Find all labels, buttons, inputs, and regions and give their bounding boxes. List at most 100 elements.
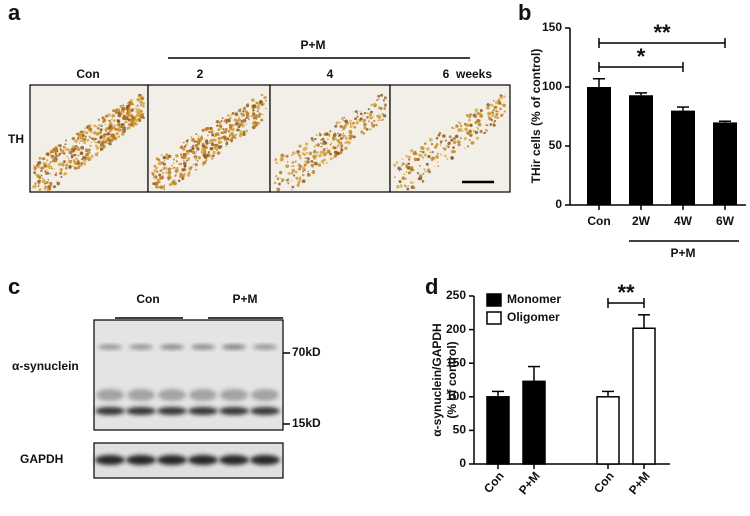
cell-dot	[240, 132, 244, 137]
cell-dot	[274, 159, 277, 162]
cell-dot	[492, 109, 495, 112]
cell-dot	[238, 118, 240, 120]
cell-dot	[468, 139, 471, 141]
cell-dot	[94, 141, 97, 144]
cell-dot	[227, 129, 231, 133]
cell-dot	[290, 165, 292, 167]
cell-dot	[84, 127, 86, 130]
cell-dot	[279, 158, 283, 162]
cell-dot	[258, 107, 261, 110]
cell-dot	[187, 157, 191, 160]
cell-dot	[426, 147, 430, 151]
cell-dot	[43, 164, 48, 168]
cell-dot	[225, 137, 230, 141]
cell-dot	[155, 182, 159, 186]
cell-dot	[159, 185, 164, 190]
cell-dot	[68, 158, 70, 160]
cell-dot	[191, 146, 195, 150]
cell-dot	[340, 144, 343, 147]
bar	[486, 396, 510, 465]
band	[219, 455, 249, 465]
cell-dot	[497, 99, 501, 103]
cell-dot	[130, 123, 134, 126]
cell-dot	[117, 128, 120, 131]
cell-dot	[64, 166, 68, 170]
y-tick-label: 100	[542, 79, 562, 93]
cell-dot	[141, 115, 145, 119]
cell-dot	[72, 165, 75, 168]
cell-dot	[351, 121, 355, 125]
cell-dot	[96, 138, 98, 141]
cell-dot	[179, 145, 184, 150]
cell-dot	[72, 144, 76, 149]
cell-dot	[45, 180, 49, 184]
cell-dot	[56, 154, 59, 158]
cell-dot	[175, 160, 178, 163]
cell-dot	[463, 130, 465, 132]
cell-dot	[83, 138, 86, 141]
cell-dot	[126, 115, 129, 117]
cell-dot	[359, 110, 361, 113]
cell-dot	[104, 114, 108, 118]
cell-dot	[182, 157, 185, 160]
cell-dot	[237, 108, 242, 113]
cell-dot	[503, 95, 506, 98]
cell-dot	[80, 161, 84, 165]
cell-dot	[140, 94, 144, 98]
cell-dot	[117, 111, 121, 115]
cell-dot	[495, 109, 498, 113]
panel-letter: c	[8, 274, 20, 299]
cell-dot	[243, 107, 245, 109]
cell-dot	[294, 160, 297, 163]
cell-dot	[218, 121, 222, 125]
cell-dot	[58, 144, 62, 148]
cell-dot	[216, 124, 219, 127]
cell-dot	[331, 136, 336, 140]
cell-dot	[431, 151, 434, 154]
cell-dot	[500, 113, 504, 118]
cell-dot	[342, 134, 345, 138]
band	[95, 455, 125, 465]
cell-dot	[220, 131, 223, 135]
cell-dot	[310, 160, 314, 163]
cell-dot	[306, 161, 309, 164]
cell-dot	[383, 107, 386, 110]
cell-dot	[194, 152, 196, 155]
cell-dot	[77, 146, 79, 149]
cell-dot	[460, 125, 462, 128]
cell-dot	[46, 188, 50, 192]
cell-dot	[136, 104, 139, 107]
cell-dot	[139, 104, 142, 107]
y-tick-label: 150	[446, 355, 466, 369]
cell-dot	[130, 119, 132, 122]
cell-dot	[369, 128, 372, 131]
cell-dot	[452, 146, 455, 149]
cell-dot	[171, 183, 173, 186]
cell-dot	[151, 172, 155, 176]
cell-dot	[63, 152, 66, 155]
cell-dot	[167, 175, 170, 178]
cell-dot	[129, 123, 132, 125]
cell-dot	[134, 115, 138, 119]
panel-letter: b	[518, 0, 531, 25]
cell-dot	[444, 154, 447, 158]
cell-dot	[68, 150, 71, 154]
cell-dot	[340, 146, 343, 149]
cell-dot	[489, 103, 493, 107]
cell-dot	[40, 167, 43, 170]
cell-dot	[50, 149, 53, 152]
band	[188, 455, 218, 465]
cell-dot	[324, 155, 326, 157]
cell-dot	[125, 121, 128, 123]
cell-dot	[459, 122, 462, 125]
cell-dot	[287, 161, 289, 163]
cell-dot	[121, 131, 124, 133]
cell-dot	[195, 151, 197, 153]
cell-dot	[241, 114, 245, 118]
cell-dot	[123, 129, 126, 133]
cell-dot	[463, 137, 467, 141]
cell-dot	[75, 157, 78, 161]
column-label: 4	[327, 67, 334, 81]
cell-dot	[175, 154, 179, 158]
cell-dot	[239, 130, 243, 134]
